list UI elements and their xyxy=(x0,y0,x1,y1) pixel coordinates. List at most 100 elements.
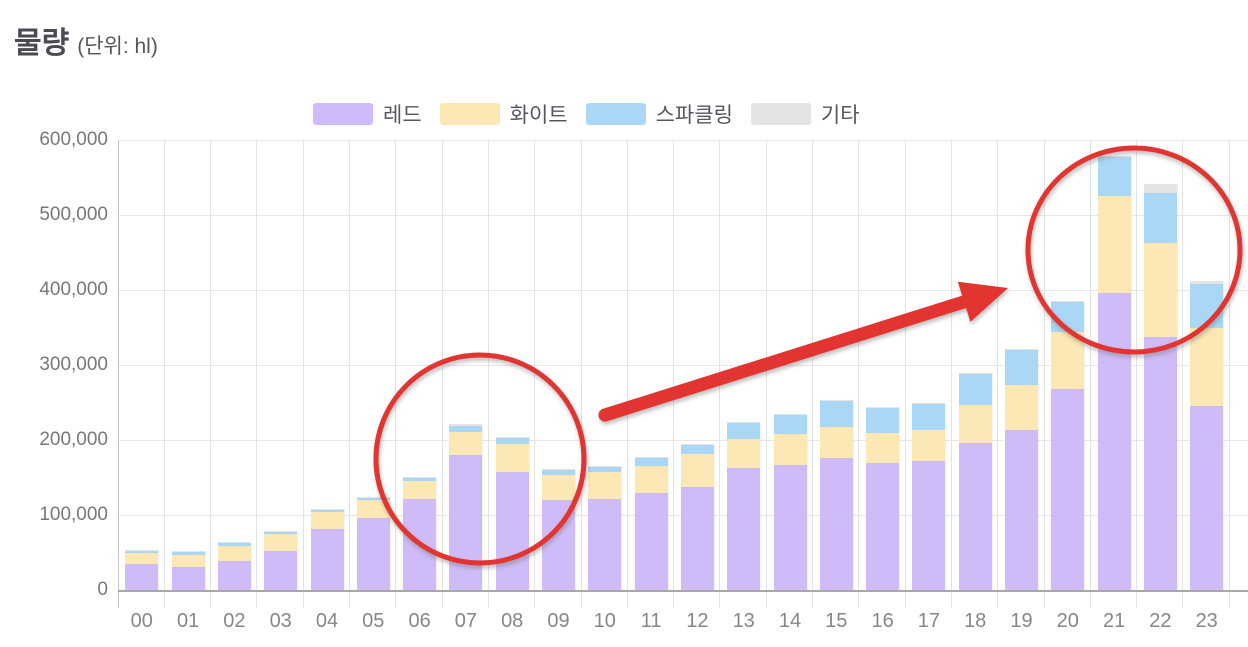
y-tick-label: 600,000 xyxy=(39,129,108,150)
gridline-v xyxy=(997,140,999,608)
bar-segment-기타-15 xyxy=(819,399,853,401)
bar-segment-레드-04 xyxy=(310,529,344,590)
bar-segment-기타-03 xyxy=(264,530,298,532)
gridline-v xyxy=(534,140,536,608)
gridline-v xyxy=(349,140,350,608)
bar-segment-기타-17 xyxy=(912,403,946,404)
bar-segment-기타-02 xyxy=(217,542,251,543)
bar-segment-화이트-18 xyxy=(958,404,992,443)
bar-segment-레드-17 xyxy=(912,461,946,590)
x-tick-label: 18 xyxy=(964,610,987,632)
bar-segment-레드-00 xyxy=(125,563,159,590)
bar-segment-화이트-13 xyxy=(727,438,761,468)
bar-segment-화이트-17 xyxy=(912,429,946,461)
x-tick-label: 17 xyxy=(917,610,941,632)
x-tick-label: 06 xyxy=(408,610,431,632)
bar-segment-기타-21 xyxy=(1097,155,1131,158)
bar-segment-스파클링-11 xyxy=(634,458,668,467)
gridline-v xyxy=(719,140,721,608)
bar-segment-레드-10 xyxy=(588,498,622,590)
bar-segment-기타-07 xyxy=(449,424,483,426)
legend-label: 레드 xyxy=(383,104,422,127)
bar-segment-스파클링-04 xyxy=(310,509,344,512)
gridline-v xyxy=(256,140,258,608)
x-tick-label: 05 xyxy=(362,610,385,632)
x-tick-label: 23 xyxy=(1195,610,1218,632)
gridline-h xyxy=(118,289,1248,291)
legend-item-화이트[interactable]: 화이트 xyxy=(439,99,572,129)
x-tick-label: 13 xyxy=(732,610,755,632)
legend-label: 기타 xyxy=(820,104,860,127)
y-axis-line xyxy=(117,140,119,608)
x-tick-label: 22 xyxy=(1149,610,1172,632)
bar-segment-스파클링-21 xyxy=(1097,157,1131,197)
bar-segment-기타-09 xyxy=(542,468,575,470)
x-axis: 00 01 02 03 04 05 06 07 08 09 10 11 12 13 14 15 16 17 18 19… xyxy=(118,610,1248,640)
bar-segment-스파클링-15 xyxy=(819,400,853,428)
chart-unit-label: (단위: hl) xyxy=(77,35,158,58)
bar-segment-화이트-14 xyxy=(773,434,807,465)
bar-segment-스파클링-05 xyxy=(356,497,390,500)
bar-segment-레드-15 xyxy=(819,458,853,590)
bar-segment-기타-01 xyxy=(171,551,205,552)
legend-label: 스파클링 xyxy=(655,104,733,127)
gridline-v xyxy=(950,140,952,608)
bar-segment-스파클링-01 xyxy=(171,551,205,555)
legend-item-스파클링[interactable]: 스파클링 xyxy=(585,99,737,129)
bar-segment-레드-23 xyxy=(1190,405,1224,590)
bar-segment-기타-13 xyxy=(727,422,761,423)
bar-segment-기타-12 xyxy=(680,443,714,445)
bar-segment-화이트-15 xyxy=(819,427,853,458)
gridline-v xyxy=(765,140,767,608)
gridline-v xyxy=(441,140,443,608)
bar-segment-스파클링-13 xyxy=(727,422,761,439)
bar-segment-기타-08 xyxy=(495,437,529,438)
legend-item-기타[interactable]: 기타 xyxy=(750,99,864,129)
bar-segment-화이트-02 xyxy=(217,545,251,561)
gridline-v xyxy=(626,140,628,608)
bar-segment-스파클링-17 xyxy=(912,404,946,430)
y-tick-label: 0 xyxy=(97,579,108,600)
bar-segment-스파클링-03 xyxy=(264,531,298,534)
x-tick-label: 12 xyxy=(686,610,709,632)
bar-segment-레드-09 xyxy=(542,500,575,590)
gridline-h xyxy=(118,214,1248,216)
gridline-v xyxy=(1136,140,1138,608)
plot-area xyxy=(117,139,1248,608)
bar-segment-기타-04 xyxy=(310,509,344,510)
x-tick-label: 09 xyxy=(547,610,570,632)
bar-segment-레드-18 xyxy=(958,443,992,590)
bar-segment-레드-22 xyxy=(1143,336,1177,590)
bar-segment-기타-18 xyxy=(958,372,992,374)
bar-segment-레드-05 xyxy=(356,518,390,590)
bar-segment-스파클링-14 xyxy=(773,414,807,434)
legend-item-레드[interactable]: 레드 xyxy=(313,99,426,129)
bar-segment-스파클링-20 xyxy=(1051,302,1085,332)
y-axis: 0 100,000 200,000 300,000 400,000 500,000 600,… xyxy=(0,129,108,600)
bar-segment-화이트-10 xyxy=(588,472,622,499)
legend-swatch-icon xyxy=(313,103,373,125)
x-tick-label: 00 xyxy=(130,610,153,632)
bar-segment-기타-05 xyxy=(356,497,390,498)
bar-segment-기타-06 xyxy=(403,476,437,478)
bar-segment-화이트-12 xyxy=(680,454,714,488)
bar-segment-화이트-05 xyxy=(356,500,390,518)
bar-segment-레드-12 xyxy=(680,487,714,590)
x-tick-label: 01 xyxy=(176,610,200,632)
bar-segment-레드-20 xyxy=(1051,389,1085,590)
x-tick-label: 19 xyxy=(1010,610,1033,632)
bar-segment-스파클링-19 xyxy=(1005,350,1038,385)
bar-segment-기타-23 xyxy=(1190,281,1224,284)
bar-segment-레드-11 xyxy=(634,493,668,590)
bar-segment-스파클링-10 xyxy=(588,467,622,473)
x-tick-label: 08 xyxy=(501,610,524,632)
bar-segment-화이트-03 xyxy=(264,533,298,551)
gridline-v xyxy=(1089,140,1091,608)
bar-segment-기타-16 xyxy=(866,407,900,408)
bar-segment-기타-00 xyxy=(125,549,159,551)
gridline-h xyxy=(118,139,1248,141)
bar-segment-기타-19 xyxy=(1005,348,1038,350)
x-tick-label: 15 xyxy=(825,610,848,632)
bar-segment-레드-06 xyxy=(403,499,437,590)
gridline-v xyxy=(1182,140,1184,608)
